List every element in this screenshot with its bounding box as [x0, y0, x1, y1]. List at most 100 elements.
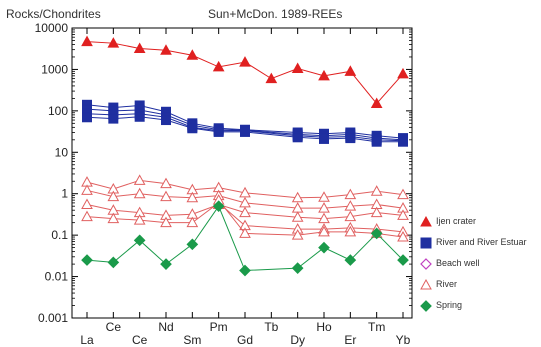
data-point [81, 35, 93, 47]
data-point [186, 216, 199, 228]
legend-label: River [436, 279, 458, 289]
data-point [133, 187, 146, 199]
data-point [186, 49, 199, 60]
axis-ticks: 10000 1000 100 10 1 0.1 0.01 0.001 La Ce Ce Nd Sm Pm G… [35, 21, 412, 347]
data-point [318, 225, 330, 237]
data-point [239, 56, 251, 67]
data-point [397, 231, 409, 242]
data-point [291, 229, 304, 240]
data-point [318, 69, 330, 81]
x-tick-label: Tm [368, 320, 385, 334]
data-point [81, 210, 93, 222]
data-point [82, 112, 92, 123]
series-line [86, 205, 404, 272]
data-point [420, 300, 432, 312]
legend-label: Spring [436, 300, 463, 310]
data-point [344, 254, 357, 266]
chart-title: Sun+McDon. 1989-REEs [208, 7, 343, 21]
data-point [160, 177, 172, 189]
data-point [133, 174, 146, 185]
data-point [239, 227, 251, 238]
data-point [344, 200, 357, 211]
legend-label: Ijen crater [436, 216, 477, 226]
data-point [213, 126, 224, 137]
data-point [291, 262, 304, 274]
series-5 [81, 174, 409, 203]
data-point [292, 132, 303, 143]
data-point [107, 190, 120, 202]
data-point [397, 254, 409, 266]
data-point [420, 279, 432, 290]
legend-marker [420, 216, 432, 227]
data-point [133, 234, 146, 247]
series-4 [82, 111, 408, 147]
data-point [291, 211, 304, 222]
y-tick-label: 10 [55, 145, 69, 159]
y-axis-title: Rocks/Chondrites [6, 7, 101, 21]
data-point [291, 191, 304, 203]
data-point [212, 60, 225, 72]
legend-marker [420, 279, 432, 290]
data-point [160, 258, 172, 270]
series-line [86, 189, 404, 209]
data-point [107, 212, 120, 224]
data-point [319, 133, 329, 144]
data-point [344, 225, 357, 237]
data-point [81, 184, 93, 195]
data-point [344, 188, 357, 200]
x-tick-label: Er [344, 333, 356, 347]
data-point [370, 185, 383, 196]
x-tick-label: Tb [264, 320, 278, 334]
data-point [161, 115, 171, 126]
data-point [160, 216, 172, 228]
data-point [318, 191, 330, 202]
x-tick-label: La [80, 333, 94, 347]
y-tick-label: 10000 [35, 21, 69, 35]
x-tick-label: Yb [396, 333, 411, 347]
data-point [344, 65, 357, 76]
data-point [187, 123, 198, 134]
y-tick-label: 0.01 [45, 270, 69, 284]
data-point [420, 258, 432, 270]
legend-label: River and River Estuar [436, 237, 527, 247]
x-tick-label: Pm [210, 320, 228, 334]
series-line [86, 203, 404, 220]
data-point [160, 190, 172, 202]
x-tick-label: Gd [237, 333, 253, 347]
data-point [81, 198, 93, 209]
plot-frame [71, 27, 413, 319]
data-point [398, 136, 408, 147]
data-point [344, 210, 357, 222]
series-line [86, 179, 404, 199]
data-point [212, 200, 225, 213]
data-point [108, 113, 119, 124]
data-point [133, 42, 146, 54]
data-point [134, 111, 145, 122]
y-tick-label: 0.1 [51, 228, 68, 242]
data-point [186, 191, 199, 203]
data-point [397, 67, 409, 79]
y-tick-label: 100 [48, 104, 68, 118]
data-series [81, 35, 409, 277]
x-tick-label: Ce [132, 333, 148, 347]
x-tick-label: Nd [158, 320, 173, 334]
data-point [265, 72, 278, 84]
x-tick-label: Dy [290, 333, 305, 347]
series-10 [81, 200, 409, 277]
series-line [86, 202, 404, 233]
legend-marker [420, 237, 432, 249]
data-point [133, 214, 146, 225]
legend-label: Beach well [436, 258, 480, 268]
data-point [239, 186, 251, 198]
data-point [345, 133, 356, 144]
series-2 [82, 104, 408, 145]
data-point [397, 209, 409, 220]
data-point [186, 238, 199, 251]
y-tick-label: 0.001 [38, 311, 68, 325]
data-point [318, 202, 330, 213]
data-point [370, 97, 383, 109]
y-tick-label: 1 [61, 187, 68, 201]
data-point [291, 62, 304, 74]
y-tick-label: 1000 [41, 62, 68, 76]
